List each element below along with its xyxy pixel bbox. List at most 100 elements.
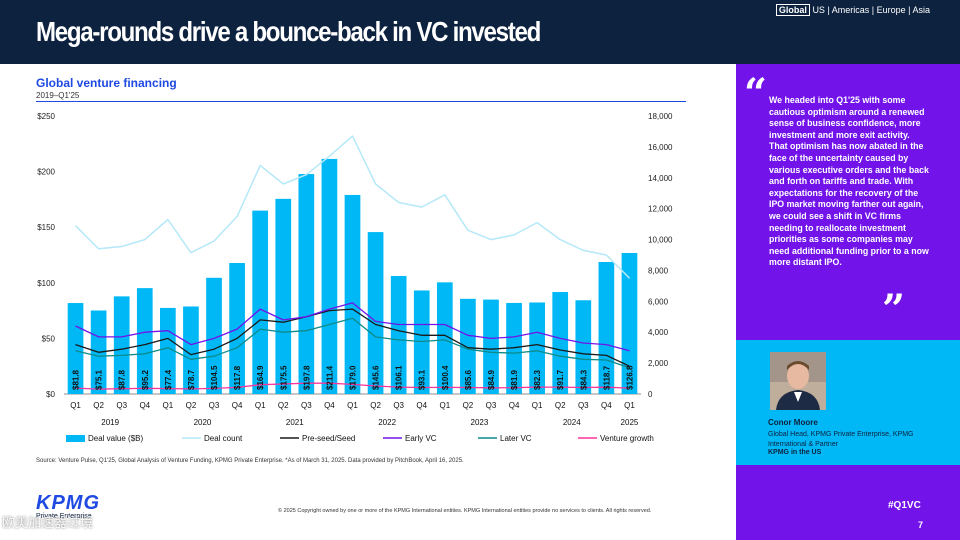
left-axis-tick: $0 xyxy=(46,390,55,399)
quarter-label: Q2 xyxy=(186,401,197,410)
deal-value-bar xyxy=(113,296,130,394)
deal-value-bar xyxy=(252,210,269,394)
chart-subtitle: 2019–Q1'25 xyxy=(36,91,80,100)
bar-value-label: $118.7 xyxy=(602,365,611,390)
region-global-link[interactable]: Global xyxy=(775,4,810,16)
venture-financing-chart: $0 $50 $100 $150 $200 $250 0 2,000 4,000 6,000 8,0… xyxy=(37,112,673,443)
quarter-label: Q4 xyxy=(416,401,427,410)
quarter-label: Q3 xyxy=(209,401,220,410)
right-axis-tick: 12,000 xyxy=(648,205,673,214)
deal-value-bar xyxy=(160,307,176,394)
year-label: 2025 xyxy=(621,418,639,427)
bar-value-label: $145.6 xyxy=(372,365,381,390)
legend-label: Deal count xyxy=(204,434,243,443)
right-axis-tick: 6,000 xyxy=(648,297,669,306)
right-axis-tick: 18,000 xyxy=(648,112,673,121)
deal-value-bar xyxy=(321,158,338,394)
quarter-label: Q1 xyxy=(439,401,450,410)
series-line-pre-seed-seed xyxy=(75,308,630,367)
copyright-note: © 2025 Copyright owned by one or more of… xyxy=(278,508,652,514)
person-firm: KPMG in the US xyxy=(768,449,822,456)
deal-value-bar xyxy=(275,198,292,394)
bar-value-label: $85.6 xyxy=(464,369,473,390)
bar-value-label: $117.8 xyxy=(233,365,242,390)
bar-value-label: $106.1 xyxy=(395,365,404,390)
quarter-label: Q2 xyxy=(370,401,381,410)
quarter-label: Q1 xyxy=(255,401,266,410)
logo-subtitle: Private Enterprise xyxy=(36,513,92,520)
title-divider xyxy=(36,101,686,102)
bar-value-label: $84.3 xyxy=(579,369,588,390)
logo-wordmark: KPMG xyxy=(36,492,100,514)
deal-value-bar xyxy=(575,300,592,394)
kpmg-logo: KPMG Private Enterprise xyxy=(36,493,100,520)
left-axis-tick: $250 xyxy=(37,112,55,121)
right-axis-tick: 2,000 xyxy=(648,359,669,368)
left-axis-tick: $150 xyxy=(37,223,55,232)
bar-value-label: $75.1 xyxy=(95,369,104,390)
deal-value-bar xyxy=(506,302,522,394)
bar-value-label: $104.5 xyxy=(210,365,219,390)
left-axis-tick: $50 xyxy=(42,334,56,343)
bar-value-label: $126.8 xyxy=(625,365,634,390)
bar-value-label: $211.4 xyxy=(325,365,334,390)
bar-value-label: $164.9 xyxy=(256,365,265,390)
deal-value-bar xyxy=(436,282,453,394)
series-line-early-vc xyxy=(75,302,630,352)
watermark-text: 欧美加速器过境 xyxy=(2,515,94,530)
deal-value-bar xyxy=(183,306,199,394)
chart-title: Global venture financing xyxy=(36,76,177,90)
quarter-label: Q1 xyxy=(163,401,174,410)
year-label: 2021 xyxy=(286,418,304,427)
deal-value-bar xyxy=(367,232,384,394)
year-label: 2023 xyxy=(471,418,489,427)
deal-value-bar xyxy=(298,174,315,394)
quarter-label: Q2 xyxy=(93,401,104,410)
series-line-venture-growth xyxy=(75,382,630,390)
quarter-label: Q1 xyxy=(624,401,635,410)
bar-value-label: $93.1 xyxy=(418,369,427,390)
page-number: 7 xyxy=(918,520,924,530)
quarter-label: Q4 xyxy=(509,401,520,410)
hashtag: #Q1VC xyxy=(888,500,921,511)
right-axis-tick: 10,000 xyxy=(648,236,673,245)
legend-label: Later VC xyxy=(500,434,532,443)
bar-value-label: $179.0 xyxy=(349,365,358,390)
bar-value-label: $175.5 xyxy=(279,365,288,390)
right-axis-tick: 16,000 xyxy=(648,143,673,152)
bar-value-label: $77.4 xyxy=(164,369,173,390)
person-name: Conor Moore xyxy=(768,418,818,427)
header-bar: Mega-rounds drive a bounce-back in VC in… xyxy=(0,0,960,64)
quarter-label: Q1 xyxy=(532,401,543,410)
quarter-label: Q2 xyxy=(278,401,289,410)
year-label: 2020 xyxy=(194,418,212,427)
series-line-later-vc xyxy=(75,317,630,369)
quarter-label: Q4 xyxy=(139,401,150,410)
region-links[interactable]: US | Americas | Europe | Asia xyxy=(812,5,930,15)
bar-value-label: $81.9 xyxy=(510,369,519,390)
left-axis-tick: $200 xyxy=(37,168,55,177)
quarter-label: Q3 xyxy=(578,401,589,410)
deal-value-bar xyxy=(621,252,638,394)
quarter-label: Q2 xyxy=(463,401,474,410)
quarter-label: Q2 xyxy=(555,401,566,410)
deal-value-bar xyxy=(136,288,153,394)
deal-value-bar xyxy=(552,292,569,394)
bar-value-label: $100.4 xyxy=(441,365,450,390)
year-label: 2019 xyxy=(101,418,119,427)
bar-value-label: $91.7 xyxy=(556,369,565,390)
deal-value-bar xyxy=(344,194,361,394)
right-axis-tick: 8,000 xyxy=(648,266,669,275)
series-line-deal-count xyxy=(74,135,631,279)
deal-value-bar xyxy=(529,302,545,394)
bar-value-label: $78.7 xyxy=(187,369,196,390)
bar-value-label: $81.8 xyxy=(72,369,81,390)
year-label: 2024 xyxy=(563,418,581,427)
bar-value-label: $82.3 xyxy=(533,369,542,390)
right-axis-tick: 4,000 xyxy=(648,328,669,337)
person-photo xyxy=(770,352,826,410)
source-note: Source: Venture Pulse, Q1'25, Global Ana… xyxy=(36,458,464,464)
bar-value-label: $197.8 xyxy=(302,365,311,390)
quarter-label: Q4 xyxy=(601,401,612,410)
right-axis-tick: 14,000 xyxy=(648,174,673,183)
